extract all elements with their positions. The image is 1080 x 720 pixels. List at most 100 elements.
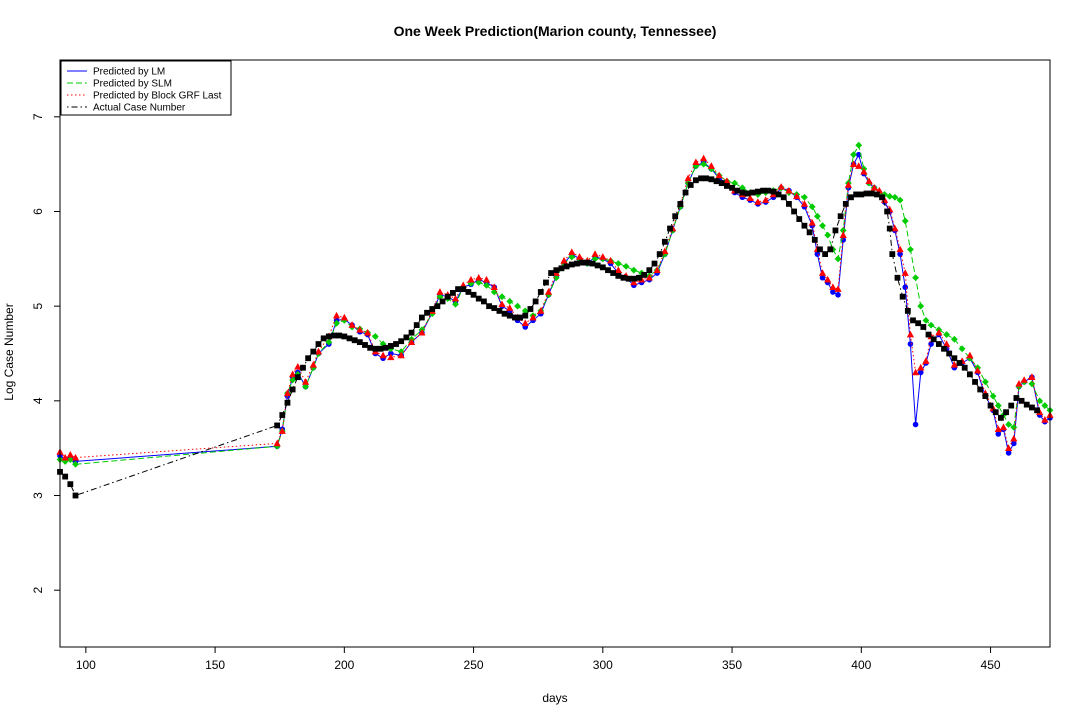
x-tick-label: 350: [722, 658, 742, 672]
data-point: [950, 361, 958, 368]
data-point: [958, 345, 966, 353]
data-point: [775, 191, 782, 198]
data-point: [560, 256, 568, 264]
data-point: [481, 298, 487, 305]
data-point: [901, 217, 909, 225]
data-point: [336, 332, 343, 339]
data-point: [529, 313, 537, 321]
data-point: [819, 274, 826, 281]
data-point: [972, 379, 978, 385]
data-point: [496, 307, 503, 314]
data-point: [563, 263, 570, 270]
series-3: [57, 175, 1040, 499]
data-point: [935, 328, 943, 336]
data-point: [941, 345, 947, 352]
y-tick-label: 6: [31, 208, 45, 215]
data-point: [819, 222, 826, 230]
data-point: [723, 177, 731, 184]
data-point: [67, 481, 74, 488]
series-line: [59, 177, 1038, 497]
data-point: [829, 283, 837, 291]
data-point: [1005, 450, 1012, 456]
data-point: [896, 196, 904, 204]
data-point: [501, 310, 508, 317]
data-point: [780, 194, 787, 201]
data-point: [935, 341, 942, 347]
data-point: [754, 198, 762, 205]
plot-frame: [59, 59, 1051, 648]
data-point: [66, 451, 74, 458]
y-tick-label: 4: [31, 397, 45, 404]
data-point: [858, 191, 865, 198]
data-point: [382, 344, 389, 351]
data-point: [785, 186, 793, 194]
data-point: [762, 196, 770, 203]
data-point: [506, 304, 514, 311]
data-point: [715, 171, 723, 179]
data-point: [912, 274, 919, 282]
y-axis: 2 3 4 5 6 7: [31, 113, 60, 594]
data-point: [283, 389, 292, 397]
data-point: [483, 281, 490, 289]
data-point: [521, 307, 529, 315]
data-point: [791, 208, 797, 215]
data-point: [61, 453, 69, 461]
data-point: [729, 184, 735, 191]
data-point: [994, 425, 1002, 433]
data-point: [863, 190, 870, 197]
data-point: [522, 312, 529, 319]
data-point: [718, 180, 725, 186]
data-point: [801, 222, 808, 229]
data-point: [599, 264, 606, 271]
data-point: [651, 260, 658, 267]
data-point: [837, 213, 844, 220]
data-point: [305, 355, 312, 362]
data-point: [625, 275, 632, 282]
data-point: [834, 255, 842, 263]
data-point: [548, 270, 555, 276]
data-point: [865, 177, 873, 184]
data-point: [620, 274, 627, 281]
y-tick-label: 2: [31, 587, 45, 594]
data-point: [591, 255, 599, 263]
data-point: [894, 274, 901, 281]
x-tick-label: 150: [205, 658, 225, 672]
data-point: [398, 338, 405, 345]
data-point: [692, 158, 700, 166]
data-point: [418, 314, 425, 321]
data-point: [1034, 407, 1040, 414]
data-point: [755, 188, 761, 195]
data-point: [995, 431, 1002, 437]
data-point: [610, 270, 617, 276]
data-point: [289, 386, 296, 393]
data-point: [333, 319, 340, 327]
data-point: [661, 247, 669, 255]
data-point: [630, 275, 637, 282]
data-point: [786, 201, 792, 207]
data-point: [682, 189, 689, 196]
legend-label: Predicted by SLM: [93, 79, 172, 90]
data-point: [906, 330, 915, 338]
data-point: [977, 386, 984, 393]
data-point: [796, 216, 803, 222]
data-point: [808, 219, 816, 226]
data-point: [424, 309, 430, 316]
data-point: [994, 402, 1002, 409]
y-tick-label: 7: [31, 113, 45, 120]
data-point: [853, 191, 860, 198]
data-point: [891, 193, 899, 201]
data-point: [543, 279, 549, 286]
data-point: [927, 321, 935, 329]
data-point: [917, 302, 925, 310]
data-point: [341, 333, 348, 340]
data-point: [72, 460, 79, 468]
data-point: [379, 351, 387, 359]
data-point: [537, 307, 545, 314]
data-point: [684, 174, 692, 182]
data-point: [896, 245, 904, 253]
data-point: [568, 253, 576, 261]
data-point: [325, 338, 333, 346]
data-point: [606, 256, 615, 264]
data-point: [667, 225, 673, 232]
data-point: [475, 273, 483, 281]
